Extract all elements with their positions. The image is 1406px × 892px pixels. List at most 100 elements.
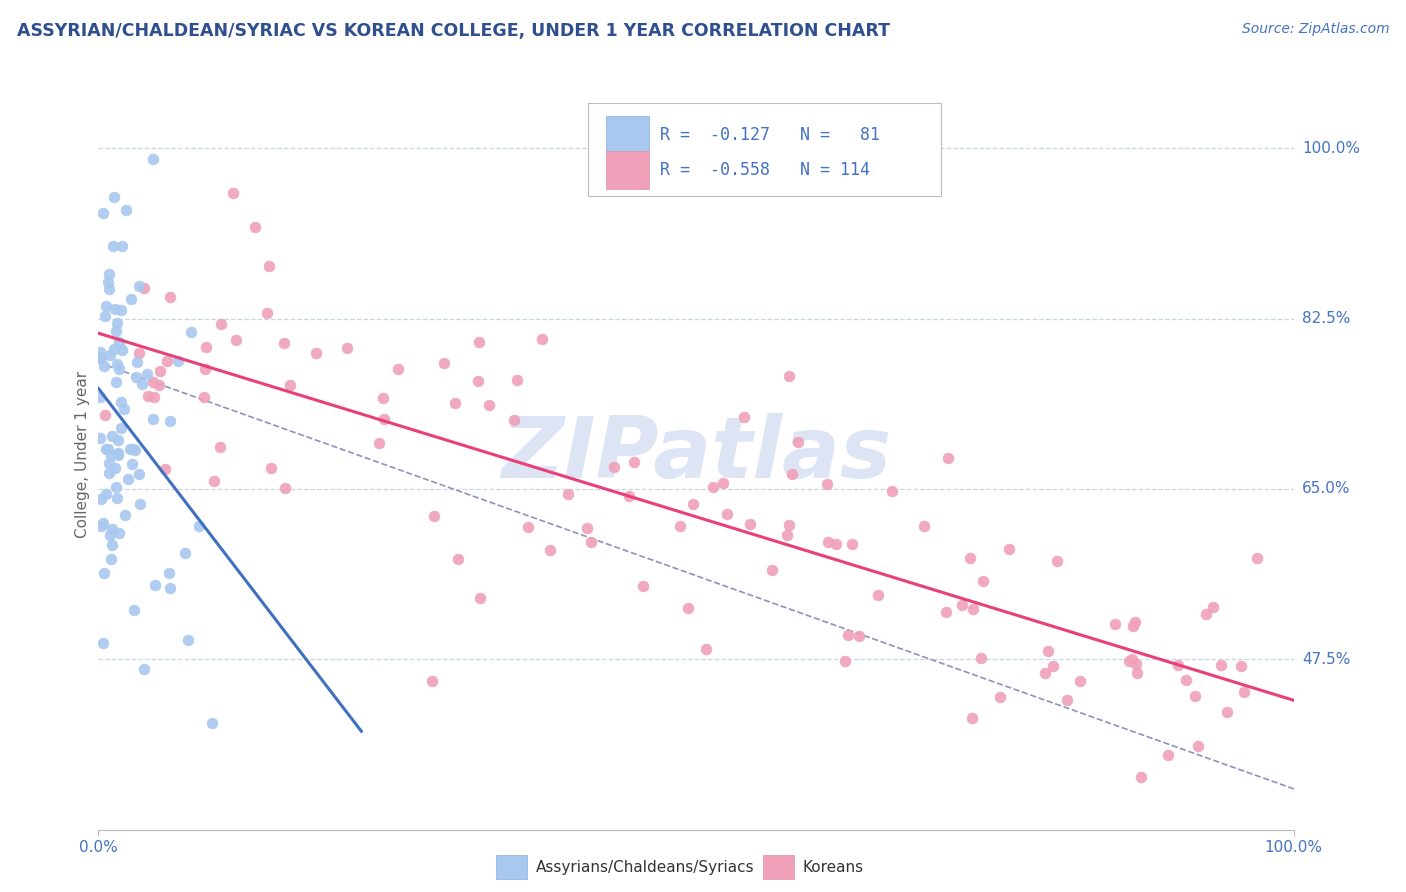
Point <box>936 450 959 465</box>
Point <box>91 636 114 650</box>
Point <box>530 333 553 347</box>
Point <box>101 522 124 536</box>
Point <box>103 190 125 204</box>
Point <box>962 602 984 616</box>
Point <box>225 334 247 348</box>
Point <box>134 280 156 294</box>
Point <box>912 518 935 533</box>
Point <box>467 334 489 349</box>
Point <box>780 467 803 482</box>
Point <box>98 267 121 281</box>
Point <box>506 374 529 388</box>
Text: 65.0%: 65.0% <box>1302 482 1350 497</box>
Point <box>94 408 117 422</box>
Point <box>110 239 132 253</box>
Point <box>478 398 501 412</box>
Point <box>841 537 863 551</box>
Point <box>1035 666 1057 681</box>
Point <box>159 414 181 428</box>
Point <box>1123 615 1146 630</box>
Point <box>676 601 699 615</box>
Point <box>97 275 120 289</box>
Point <box>193 390 215 404</box>
Point <box>131 376 153 391</box>
Point <box>623 455 645 469</box>
Point <box>107 525 129 540</box>
Point <box>89 390 111 404</box>
Point <box>988 690 1011 704</box>
Point <box>143 578 166 592</box>
Point <box>89 431 111 445</box>
Point <box>107 448 129 462</box>
Point <box>1229 659 1251 673</box>
Point <box>104 302 127 317</box>
Point <box>815 477 838 491</box>
Point <box>256 306 278 320</box>
Point <box>93 359 115 373</box>
Point <box>97 442 120 456</box>
Point <box>125 370 148 384</box>
Text: R =  -0.558   N = 114: R = -0.558 N = 114 <box>661 161 870 179</box>
Point <box>159 289 181 303</box>
Point <box>110 421 132 435</box>
Point <box>159 581 181 595</box>
Point <box>1174 673 1197 688</box>
Point <box>1202 599 1225 614</box>
Point <box>148 378 170 392</box>
Point <box>128 467 150 481</box>
Point <box>111 343 134 358</box>
Point <box>702 480 724 494</box>
Point <box>1209 657 1232 672</box>
Point <box>89 351 111 365</box>
Point <box>94 309 117 323</box>
Point <box>120 442 142 457</box>
Point <box>467 374 489 388</box>
Point <box>575 520 598 534</box>
Point <box>107 446 129 460</box>
Point <box>156 354 179 368</box>
Point <box>336 341 359 355</box>
Point <box>194 362 217 376</box>
Point <box>202 474 225 488</box>
Text: Koreans: Koreans <box>803 860 863 874</box>
Point <box>142 376 165 390</box>
Point <box>94 442 117 457</box>
Point <box>128 279 150 293</box>
Point <box>107 433 129 447</box>
Point <box>959 550 981 565</box>
Point <box>1118 655 1140 669</box>
Point <box>1104 617 1126 632</box>
Point <box>738 517 761 532</box>
Point <box>579 534 602 549</box>
Point <box>153 462 176 476</box>
Point <box>104 324 127 338</box>
Point <box>142 152 165 166</box>
Text: 100.0%: 100.0% <box>1302 141 1360 156</box>
Point <box>825 537 848 551</box>
Text: 82.5%: 82.5% <box>1302 311 1350 326</box>
Point <box>778 518 800 533</box>
Point <box>1125 665 1147 680</box>
Point <box>115 203 138 218</box>
Point <box>273 335 295 350</box>
Point <box>136 367 159 381</box>
Point <box>420 674 443 689</box>
Point <box>682 497 704 511</box>
Point <box>950 598 973 612</box>
Point <box>695 641 717 656</box>
Point <box>711 475 734 490</box>
Point <box>112 402 135 417</box>
Point <box>1056 693 1078 707</box>
Point <box>104 461 127 475</box>
Point <box>761 563 783 577</box>
Point <box>447 552 470 566</box>
Point <box>1069 673 1091 688</box>
Point <box>105 491 128 506</box>
Point <box>866 588 889 602</box>
Point <box>105 358 128 372</box>
Point <box>998 541 1021 556</box>
Point <box>208 440 231 454</box>
Point <box>834 654 856 668</box>
Point <box>970 651 993 665</box>
Point <box>517 519 540 533</box>
